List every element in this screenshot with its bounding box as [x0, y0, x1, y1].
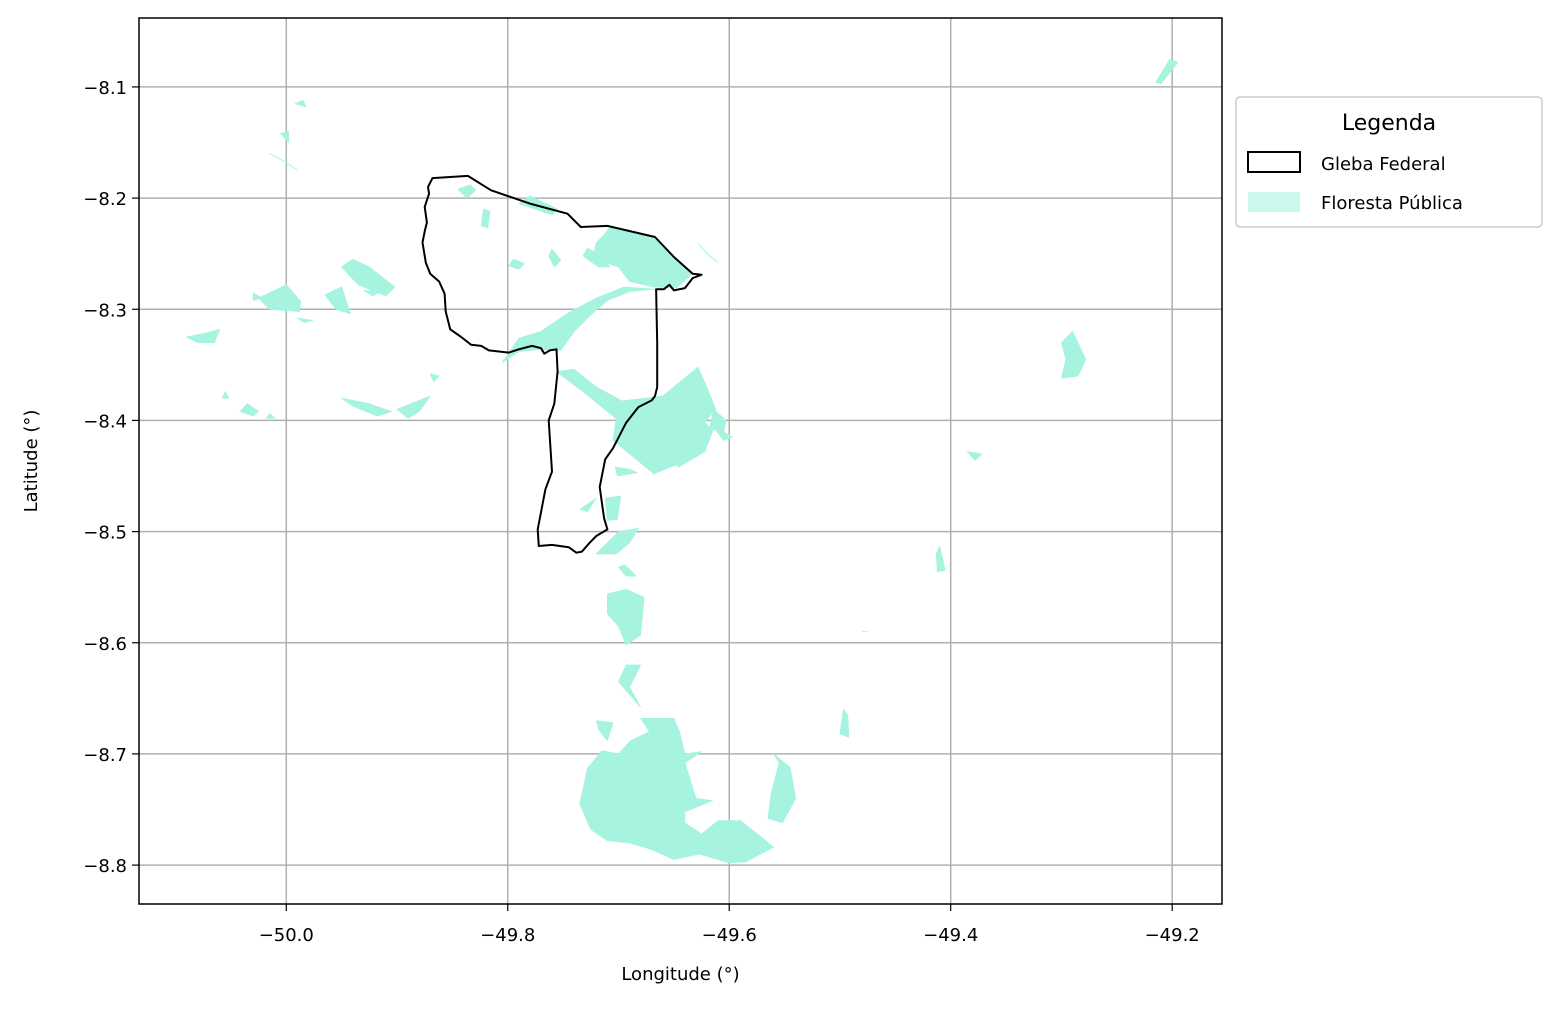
floresta-publica-polygon — [767, 753, 797, 824]
floresta-publica-polygon — [548, 248, 562, 268]
axis-ticks: −50.0 −49.8 −49.6 −49.4 −49.2 −8.1 −8.2 −8.3 −8.… — [83, 78, 1199, 946]
y-tick-label: −8.3 — [83, 300, 127, 321]
y-tick-label: −8.1 — [83, 78, 127, 99]
floresta-publica-polygon — [239, 403, 260, 417]
legend-label-gleba-federal: Gleba Federal — [1321, 154, 1446, 175]
x-tick-label: −49.8 — [480, 925, 535, 946]
x-tick-label: −50.0 — [259, 925, 314, 946]
floresta-publica-polygon — [186, 328, 221, 344]
floresta-publica-polygon — [593, 226, 694, 289]
floresta-publica-polygon — [582, 247, 610, 268]
floresta-publica-polygon — [612, 759, 677, 819]
legend-title: Legenda — [1342, 111, 1436, 136]
floresta-publica-polygon — [457, 184, 477, 199]
x-tick-label: −49.2 — [1145, 925, 1200, 946]
floresta-publica-polygon — [341, 258, 396, 297]
floresta-publica-polygon — [341, 397, 392, 417]
floresta-publica-polygon — [708, 408, 727, 432]
grid-lines — [139, 18, 1222, 904]
floresta-publica-polygon — [579, 718, 774, 864]
floresta-publica-polygon — [595, 720, 614, 741]
floresta-publica-polygon — [607, 589, 645, 646]
floresta-publica-polygon — [618, 564, 637, 577]
floresta-publica-polygon — [296, 317, 314, 324]
floresta-publica-polygon — [1061, 331, 1087, 379]
floresta-publica-polygon — [935, 545, 946, 572]
x-axis-label: Longitude (°) — [621, 964, 739, 985]
floresta-publica-polygon — [252, 292, 263, 301]
y-axis-label: Latitude (°) — [21, 410, 42, 513]
floresta-publica-polygon — [324, 286, 351, 315]
floresta-publica-polygon — [618, 664, 641, 708]
y-tick-label: −8.6 — [83, 634, 127, 655]
floresta-publica-polygon — [480, 208, 491, 229]
floresta-publica-polygon — [656, 399, 713, 468]
legend-swatch-gleba-federal — [1247, 151, 1301, 173]
floresta-publica-polygon — [269, 153, 298, 171]
floresta-publica-polygon — [265, 413, 276, 419]
legend-box — [1235, 96, 1543, 228]
floresta-publica-polygon — [221, 391, 230, 399]
floresta-publica-polygon — [294, 99, 307, 108]
floresta-publica-polygon — [579, 497, 597, 513]
x-tick-label: −49.4 — [923, 925, 978, 946]
floresta-publica-polygon — [697, 243, 719, 264]
legend-label-floresta-publica: Floresta Pública — [1321, 193, 1463, 214]
legend: Legenda Gleba Federal Floresta Pública — [1235, 96, 1543, 228]
plot-frame — [138, 17, 1223, 905]
floresta-publica-polygon — [966, 451, 983, 461]
floresta-publica-polygon — [280, 130, 289, 143]
legend-swatch-floresta-publica — [1248, 192, 1300, 212]
floresta-publica-polygon — [501, 286, 655, 364]
y-tick-label: −8.4 — [83, 411, 127, 432]
floresta-publica-polygon — [258, 284, 302, 312]
floresta-publica-polygon — [614, 466, 638, 477]
floresta-publica-polygon — [595, 527, 639, 555]
floresta-publica-layer — [186, 58, 1179, 864]
y-tick-label: −8.8 — [83, 856, 127, 877]
floresta-publica-polygon — [712, 425, 733, 441]
floresta-publica-polygon — [396, 395, 431, 419]
floresta-publica-polygon — [839, 709, 850, 738]
floresta-publica-polygon — [604, 495, 622, 521]
floresta-publica-polygon — [429, 373, 440, 382]
floresta-publica-polygon — [508, 258, 525, 270]
x-tick-label: −49.6 — [702, 925, 757, 946]
y-tick-label: −8.7 — [83, 745, 127, 766]
floresta-publica-polygon — [1155, 58, 1179, 84]
gleba-federal-outline — [421, 174, 703, 554]
floresta-publica-polygon — [363, 289, 381, 297]
y-tick-label: −8.2 — [83, 189, 127, 210]
gleba-federal-layer — [421, 174, 703, 554]
y-tick-label: −8.5 — [83, 523, 127, 544]
